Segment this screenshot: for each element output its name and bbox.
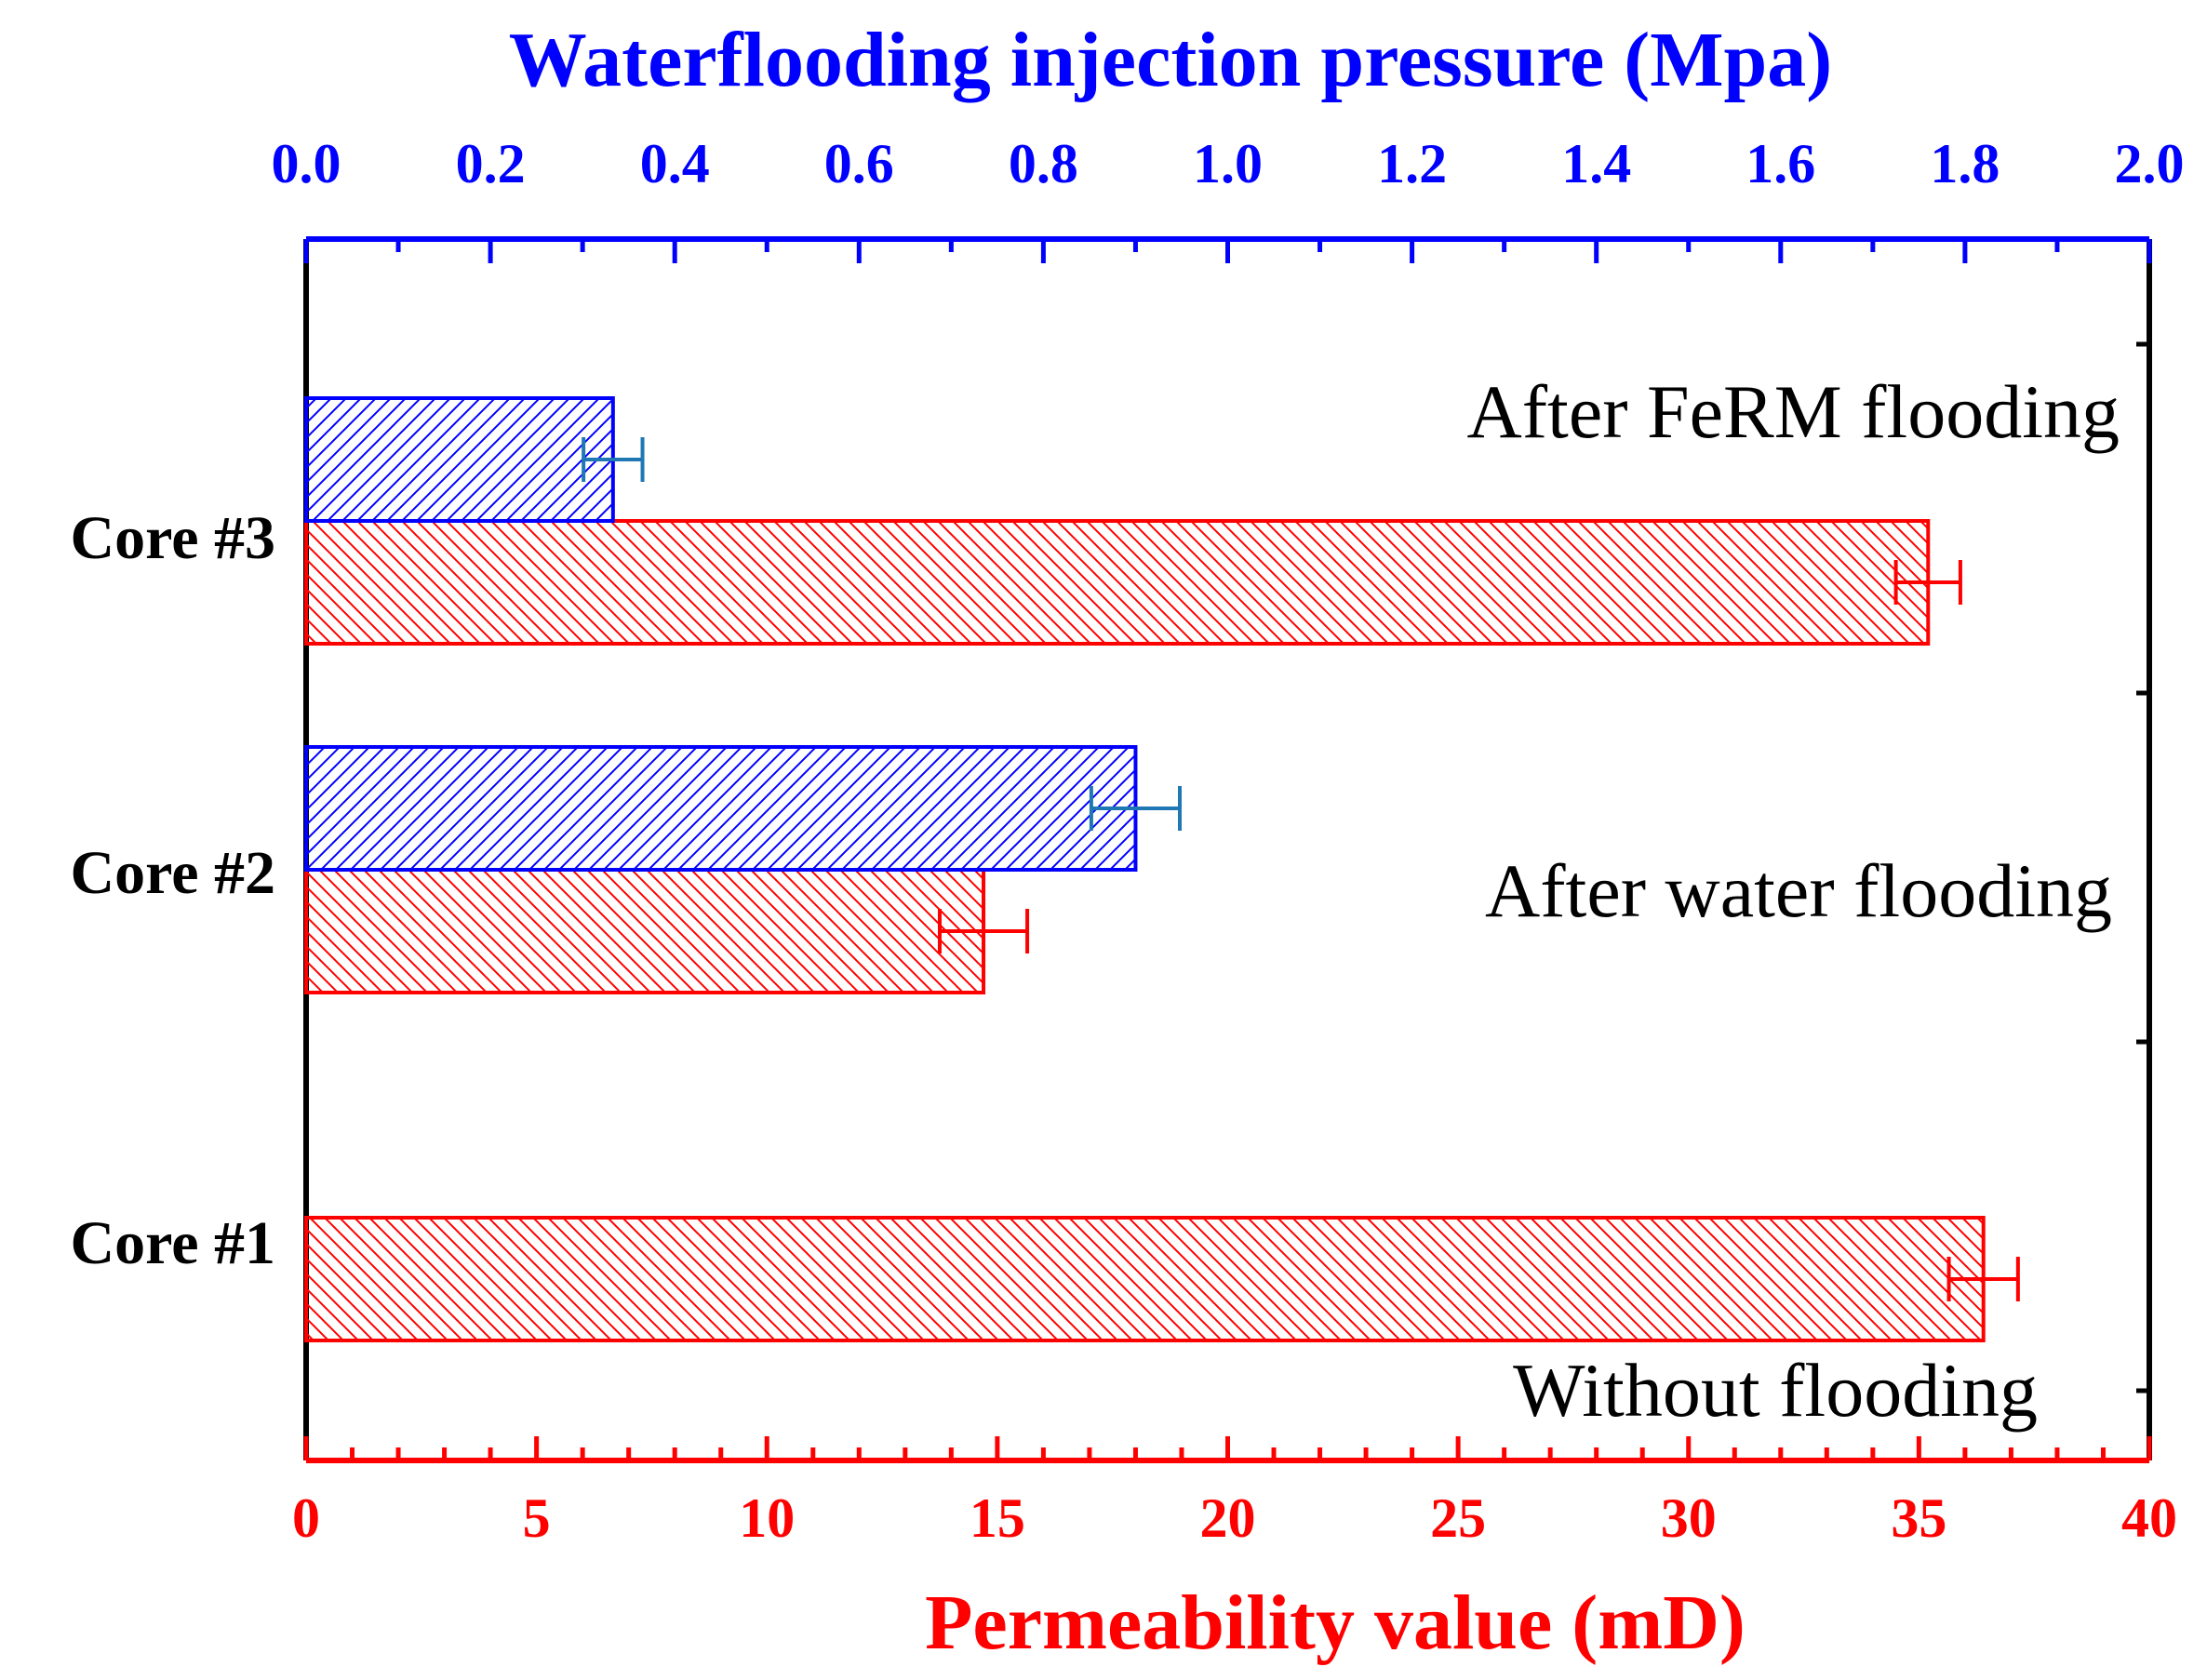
top-tick-label: 0.0 — [272, 133, 341, 194]
top-tick-label: 0.6 — [824, 133, 894, 194]
bar-core-3-bottom — [304, 519, 1931, 646]
bar-core-2-top — [304, 745, 1138, 872]
bar-core-2-bottom — [304, 868, 986, 994]
bottom-tick-label: 35 — [1891, 1487, 1946, 1549]
category-label-core-3: Core #3 — [70, 504, 275, 572]
annotation-without-flooding: Without flooding — [1513, 1348, 2038, 1433]
top-tick-label: 1.0 — [1193, 133, 1263, 194]
top-tick-label: 1.8 — [1930, 133, 2000, 194]
bar-core-3-top — [304, 396, 615, 523]
bottom-axis-ticks: 0 5 10 15 20 25 30 35 40 — [292, 1436, 2177, 1549]
category-label-core-1: Core #1 — [70, 1209, 275, 1277]
bottom-tick-label: 15 — [970, 1487, 1025, 1549]
top-tick-label: 1.4 — [1561, 133, 1631, 194]
bar-core-1-bottom — [304, 1216, 1986, 1342]
bottom-tick-label: 20 — [1200, 1487, 1256, 1549]
right-axis-ticks — [2136, 341, 2149, 1393]
top-tick-label: 0.8 — [1009, 133, 1078, 194]
top-axis-title: Waterflooding injection pressure (Mpa) — [509, 17, 1832, 103]
error-bars-group — [582, 437, 2020, 1301]
annotation-after-ferm-flooding: After FeRM flooding — [1467, 369, 2120, 454]
top-tick-label: 1.2 — [1377, 133, 1447, 194]
bottom-tick-label: 30 — [1661, 1487, 1717, 1549]
top-tick-label: 0.4 — [640, 133, 710, 194]
bottom-tick-label: 25 — [1430, 1487, 1486, 1549]
top-tick-label: 1.6 — [1746, 133, 1815, 194]
bottom-axis-title: Permeability value (mD) — [925, 1580, 1746, 1666]
top-axis-ticks: 0.0 0.2 0.4 0.6 0.8 1.0 1.2 1.4 1.6 1.8 2.0 — [272, 133, 2185, 263]
top-tick-label: 2.0 — [2115, 133, 2185, 194]
bottom-tick-label: 0 — [292, 1487, 320, 1549]
bottom-tick-label: 5 — [523, 1487, 551, 1549]
bottom-tick-label: 10 — [739, 1487, 795, 1549]
top-tick-label: 0.2 — [456, 133, 526, 194]
bars-group — [304, 396, 1986, 1342]
annotation-after-water-flooding: After water flooding — [1485, 848, 2112, 933]
bottom-tick-label: 40 — [2121, 1487, 2177, 1549]
category-label-core-2: Core #2 — [70, 839, 275, 907]
